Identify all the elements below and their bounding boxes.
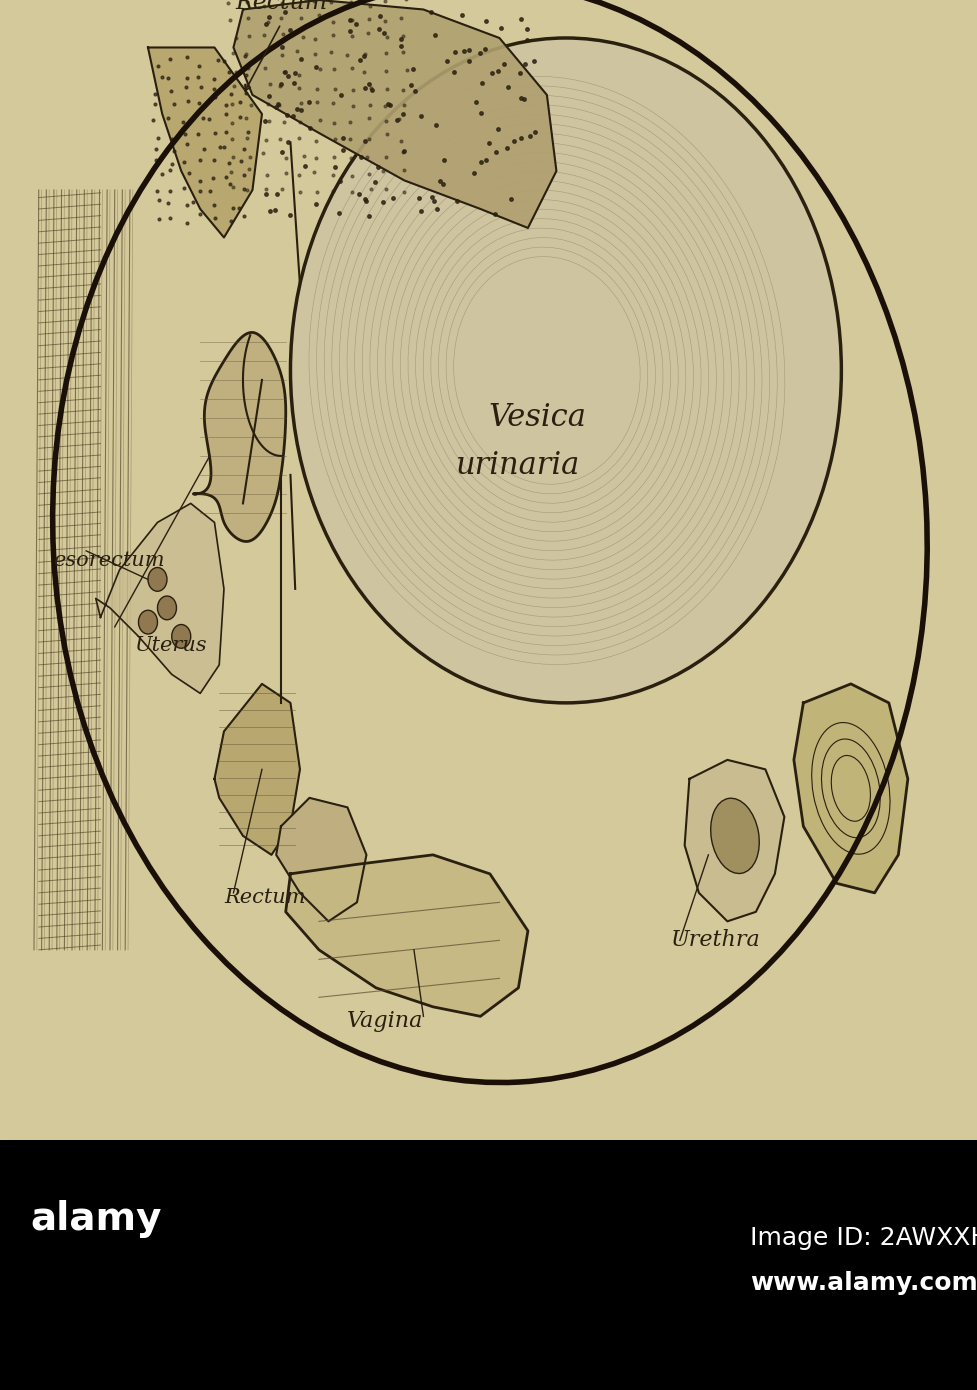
Ellipse shape bbox=[710, 798, 759, 873]
Polygon shape bbox=[794, 684, 908, 892]
Text: alamy: alamy bbox=[30, 1200, 161, 1238]
Text: Rectum: Rectum bbox=[234, 0, 327, 14]
Text: Uterus: Uterus bbox=[134, 637, 206, 656]
Polygon shape bbox=[285, 855, 528, 1016]
Ellipse shape bbox=[172, 624, 191, 648]
Polygon shape bbox=[234, 0, 557, 228]
Text: Rectum: Rectum bbox=[224, 888, 306, 908]
Polygon shape bbox=[148, 47, 262, 238]
Text: Urethra: Urethra bbox=[670, 930, 760, 951]
Text: esorectum: esorectum bbox=[53, 550, 164, 570]
Ellipse shape bbox=[148, 567, 167, 591]
Polygon shape bbox=[96, 503, 224, 694]
Polygon shape bbox=[193, 332, 285, 542]
Polygon shape bbox=[215, 684, 300, 855]
Text: urinaria: urinaria bbox=[456, 450, 580, 481]
Text: Image ID: 2AWXXHR: Image ID: 2AWXXHR bbox=[750, 1226, 977, 1250]
Text: Vagina: Vagina bbox=[347, 1011, 424, 1031]
Ellipse shape bbox=[139, 610, 157, 634]
Ellipse shape bbox=[290, 38, 841, 703]
Text: www.alamy.com: www.alamy.com bbox=[750, 1270, 977, 1295]
Polygon shape bbox=[685, 760, 785, 922]
Text: Vesica: Vesica bbox=[488, 403, 586, 434]
Ellipse shape bbox=[157, 596, 177, 620]
Polygon shape bbox=[276, 798, 366, 922]
